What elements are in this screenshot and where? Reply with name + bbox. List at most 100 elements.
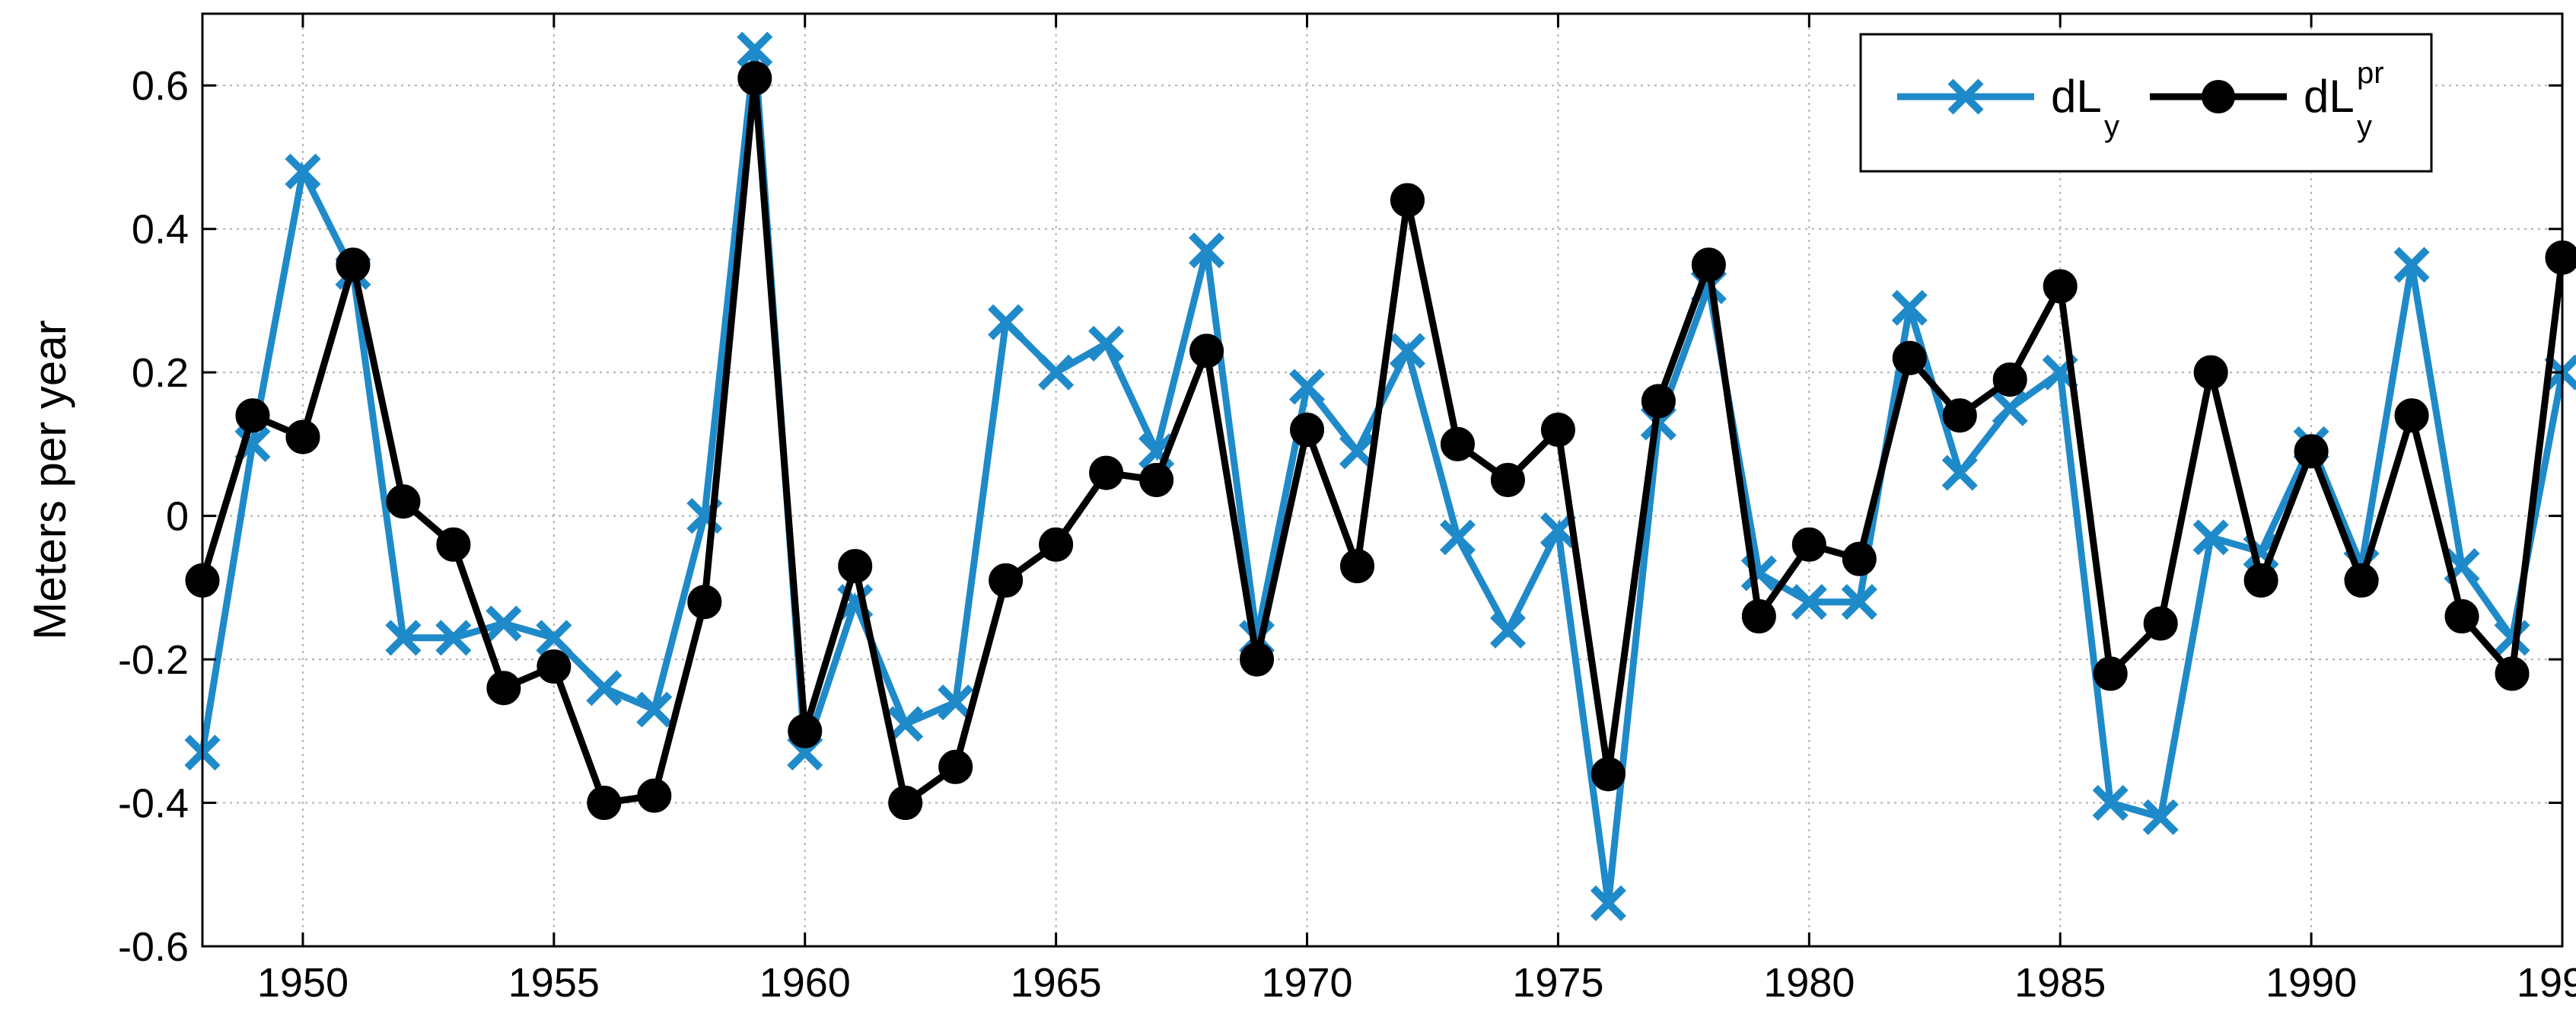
x-tick-label: 1960 — [759, 960, 851, 1006]
data-point-x-marker — [737, 31, 773, 68]
data-point-circle-marker — [2043, 269, 2078, 304]
y-tick-label: 0 — [166, 494, 189, 540]
data-point-circle-marker — [888, 786, 923, 821]
data-point-circle-marker — [1089, 455, 1124, 490]
data-point-circle-marker — [235, 398, 270, 433]
data-point-circle-marker — [838, 549, 873, 584]
data-point-x-marker — [938, 684, 974, 721]
data-point-x-marker — [2494, 620, 2530, 656]
y-tick-label: 0.6 — [132, 63, 189, 109]
legend-circle-marker — [2202, 80, 2235, 113]
y-tick-label: -0.6 — [118, 924, 189, 970]
data-point-circle-marker — [1691, 247, 1726, 282]
data-point-x-marker — [1439, 519, 1476, 556]
data-point-circle-marker — [1440, 426, 1475, 461]
data-point-circle-marker — [2143, 606, 2178, 641]
legend-label: dL — [2304, 71, 2355, 122]
legend-label: dL — [2051, 71, 2102, 122]
data-point-circle-marker — [2093, 656, 2128, 691]
legend-label-subscript: y — [2357, 110, 2372, 143]
x-tick-label: 1955 — [508, 960, 600, 1006]
data-point-x-marker — [2393, 247, 2430, 283]
data-point-circle-marker — [1641, 384, 1676, 419]
data-point-x-marker — [1038, 354, 1075, 391]
data-point-x-marker — [1288, 368, 1326, 405]
x-tick-label: 1965 — [1011, 960, 1102, 1006]
data-point-x-marker — [988, 304, 1024, 340]
data-point-circle-marker — [1139, 463, 1174, 497]
data-point-circle-marker — [2243, 563, 2278, 598]
data-point-circle-marker — [687, 585, 722, 620]
data-point-circle-marker — [788, 713, 823, 748]
data-point-circle-marker — [737, 61, 772, 96]
data-point-circle-marker — [1240, 642, 1275, 677]
data-point-circle-marker — [1942, 398, 1977, 433]
data-point-x-marker — [1389, 333, 1426, 369]
data-point-circle-marker — [2394, 398, 2429, 433]
series-1 — [185, 61, 2576, 821]
data-point-x-marker — [887, 706, 924, 742]
data-point-circle-marker — [587, 786, 622, 821]
legend-label-superscript: pr — [2357, 56, 2384, 90]
y-tick-label: -0.2 — [118, 637, 189, 683]
data-point-circle-marker — [1791, 527, 1826, 562]
data-point-x-marker — [1992, 390, 2028, 426]
data-point-x-marker — [285, 153, 321, 190]
data-point-x-marker — [586, 670, 623, 706]
data-point-x-marker — [2092, 785, 2129, 821]
data-point-circle-marker — [2193, 355, 2228, 390]
y-tick-label: 0.4 — [132, 207, 189, 253]
data-point-circle-marker — [2444, 599, 2479, 634]
y-tick-label: 0.2 — [132, 350, 189, 396]
data-point-circle-marker — [2344, 563, 2379, 598]
series-layer — [184, 31, 2576, 921]
data-point-circle-marker — [1390, 183, 1425, 218]
x-tick-label: 1950 — [257, 960, 349, 1006]
data-point-x-marker — [636, 691, 673, 728]
series-1-line — [199, 78, 2566, 809]
x-tick-label: 1985 — [2014, 960, 2106, 1006]
legend-label-subscript: y — [2104, 110, 2119, 143]
data-point-circle-marker — [989, 563, 1024, 598]
data-point-circle-marker — [436, 527, 471, 562]
data-point-circle-marker — [1590, 757, 1626, 792]
data-point-circle-marker — [637, 778, 672, 813]
legend-item-1: dLy pr — [2150, 56, 2384, 143]
data-point-circle-marker — [1340, 549, 1375, 584]
data-point-x-marker — [486, 605, 522, 642]
x-tick-label: 1970 — [1261, 960, 1352, 1006]
data-point-circle-marker — [1892, 340, 1927, 375]
data-point-x-marker — [1088, 325, 1125, 362]
data-point-circle-marker — [1290, 413, 1325, 448]
data-point-x-marker — [1841, 584, 1877, 620]
data-point-circle-marker — [2545, 240, 2576, 275]
data-point-circle-marker — [1540, 413, 1575, 448]
data-point-x-marker — [2192, 519, 2229, 556]
y-axis-label: Meters per year — [24, 320, 75, 639]
data-point-circle-marker — [537, 649, 572, 684]
data-point-x-marker — [1489, 612, 1526, 649]
data-point-x-marker — [1941, 454, 1978, 491]
data-point-x-marker — [1189, 232, 1225, 269]
data-point-circle-marker — [1039, 527, 1074, 562]
data-point-circle-marker — [1189, 333, 1224, 368]
data-point-x-marker — [1791, 584, 1827, 620]
x-tick-label: 1990 — [2266, 960, 2357, 1006]
x-tick-label: 1975 — [1512, 960, 1603, 1006]
data-point-x-marker — [385, 620, 422, 656]
data-point-circle-marker — [486, 671, 521, 706]
data-point-circle-marker — [938, 749, 973, 784]
data-point-circle-marker — [285, 419, 320, 454]
data-point-circle-marker — [336, 247, 371, 282]
data-point-circle-marker — [2294, 434, 2329, 469]
legend-item-0: dLy — [1897, 71, 2119, 143]
x-tick-label: 1980 — [1763, 960, 1855, 1006]
data-point-x-marker — [435, 620, 472, 656]
data-point-x-marker — [1339, 433, 1376, 470]
data-point-circle-marker — [1842, 541, 1877, 576]
data-point-circle-marker — [386, 484, 421, 519]
data-point-x-marker — [2142, 799, 2179, 835]
axis-ticks: 1950 1955 1960 1965 1970 1975 1980 1985 1990 1995… — [118, 14, 2576, 1006]
